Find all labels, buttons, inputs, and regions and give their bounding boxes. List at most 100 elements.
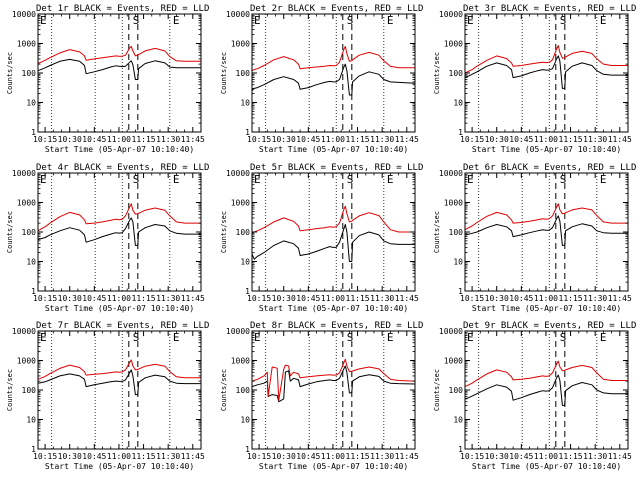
- panel-title: Det 2r BLACK = Events, RED = LLD: [250, 4, 423, 14]
- marker-start: E: [40, 173, 47, 186]
- y-axis-label: Counts/sec: [6, 369, 14, 411]
- marker-end: E: [173, 331, 180, 344]
- y-tick-label: 10: [453, 416, 463, 425]
- x-tick-label: 10:15: [247, 452, 271, 461]
- x-tick-label: 11:15: [132, 294, 156, 303]
- x-tick-label: 11:30: [583, 452, 607, 461]
- x-axis-label: Start Time (05-Apr-07 10:10:40): [259, 304, 408, 313]
- x-tick-label: 11:45: [395, 135, 419, 144]
- marker-start: E: [467, 14, 474, 27]
- y-tick-label: 1: [458, 287, 463, 296]
- y-tick-label: 100: [22, 386, 37, 395]
- y-tick-label: 100: [236, 228, 251, 237]
- marker-end: E: [387, 173, 394, 186]
- series-lld-line: [251, 358, 416, 401]
- series-lld-line: [464, 203, 628, 231]
- panel-det-9: Det 9r BLACK = Events, RED = LLD 1 10 100 10…: [433, 321, 636, 471]
- x-tick-label: 11:30: [370, 452, 394, 461]
- marker-end: E: [387, 14, 394, 27]
- y-tick-label: 1000: [444, 40, 463, 49]
- panel-title: Det 1r BLACK = Events, RED = LLD: [36, 4, 209, 14]
- marker-start: E: [40, 331, 47, 344]
- x-tick-label: 10:45: [296, 135, 320, 144]
- x-tick-label: 11:45: [181, 294, 205, 303]
- series-events-line: [464, 215, 628, 246]
- marker-end: E: [600, 14, 607, 27]
- x-axis-label: Start Time (05-Apr-07 10:10:40): [45, 462, 194, 471]
- plot-frame: [251, 330, 416, 450]
- x-axis-label: Start Time (05-Apr-07 10:10:40): [45, 145, 194, 154]
- x-tick-label: 10:30: [485, 452, 509, 461]
- y-tick-label: 10000: [226, 10, 250, 19]
- y-tick-label: 10: [240, 99, 250, 108]
- plot-frame: [251, 172, 416, 292]
- y-axis-label: Counts/sec: [433, 211, 441, 253]
- y-tick-label: 1: [245, 128, 250, 137]
- y-tick-label: 1000: [17, 199, 36, 208]
- y-axis-label: Counts/sec: [433, 369, 441, 411]
- x-axis-label: Start Time (05-Apr-07 10:10:40): [45, 304, 194, 313]
- plot-frame: [464, 13, 629, 133]
- x-axis-label: Start Time (05-Apr-07 10:10:40): [472, 145, 621, 154]
- x-tick-label: 11:30: [370, 135, 394, 144]
- y-axis-label: Counts/sec: [433, 52, 441, 94]
- plot-frame: [37, 330, 202, 450]
- x-tick-label: 10:45: [509, 294, 533, 303]
- marker-peak: S: [347, 14, 354, 27]
- series-lld-line: [464, 360, 628, 388]
- y-tick-label: 1: [31, 128, 36, 137]
- x-tick-label: 10:30: [485, 294, 509, 303]
- x-tick-label: 11:45: [395, 294, 419, 303]
- y-tick-label: 10: [240, 416, 250, 425]
- x-tick-label: 10:45: [296, 452, 320, 461]
- y-tick-label: 10: [26, 99, 36, 108]
- x-tick-label: 10:30: [272, 135, 296, 144]
- x-tick-label: 11:45: [608, 452, 632, 461]
- x-tick-label: 10:45: [296, 294, 320, 303]
- series-events-line: [37, 217, 201, 246]
- y-tick-label: 10: [453, 99, 463, 108]
- y-tick-label: 1000: [231, 357, 250, 366]
- y-tick-label: 100: [236, 69, 251, 78]
- y-tick-label: 1: [245, 287, 250, 296]
- x-tick-label: 11:15: [346, 135, 370, 144]
- x-tick-label: 10:45: [509, 452, 533, 461]
- y-tick-label: 1: [31, 445, 36, 454]
- x-tick-label: 11:15: [559, 135, 583, 144]
- series-events-line: [37, 369, 201, 396]
- y-tick-label: 1: [458, 128, 463, 137]
- series-events-line: [464, 374, 628, 406]
- marker-end: E: [600, 331, 607, 344]
- plot-frame: [37, 172, 202, 292]
- panel-title: Det 9r BLACK = Events, RED = LLD: [463, 321, 636, 331]
- x-tick-label: 11:00: [321, 135, 345, 144]
- marker-end: E: [173, 173, 180, 186]
- x-tick-label: 10:15: [247, 135, 271, 144]
- y-axis-label: Counts/sec: [6, 52, 14, 94]
- plot-frame: [464, 330, 629, 450]
- x-tick-label: 10:30: [485, 135, 509, 144]
- panel-det-1: Det 1r BLACK = Events, RED = LLD 1 10 100 10…: [6, 4, 209, 154]
- panel-det-5: Det 5r BLACK = Events, RED = LLD 1 10 100 10…: [220, 163, 423, 313]
- y-tick-label: 1000: [444, 199, 463, 208]
- plot-frame: [251, 13, 416, 133]
- marker-peak: S: [347, 173, 354, 186]
- x-tick-label: 10:45: [82, 294, 106, 303]
- x-tick-label: 10:15: [460, 135, 484, 144]
- x-tick-label: 10:15: [33, 135, 57, 144]
- y-tick-label: 1: [458, 445, 463, 454]
- series-events-line: [37, 58, 201, 80]
- marker-end: E: [387, 331, 394, 344]
- x-tick-label: 11:00: [534, 294, 558, 303]
- y-tick-label: 1000: [231, 40, 250, 49]
- marker-end: E: [600, 173, 607, 186]
- y-tick-label: 1: [245, 445, 250, 454]
- y-tick-label: 10: [26, 416, 36, 425]
- panel-title: Det 8r BLACK = Events, RED = LLD: [250, 321, 423, 331]
- x-tick-label: 11:30: [583, 294, 607, 303]
- x-tick-label: 11:30: [370, 294, 394, 303]
- marker-peak: S: [133, 173, 140, 186]
- x-tick-label: 11:00: [107, 452, 131, 461]
- panel-det-2: Det 2r BLACK = Events, RED = LLD 1 10 100 10…: [220, 4, 423, 154]
- x-tick-label: 10:45: [82, 452, 106, 461]
